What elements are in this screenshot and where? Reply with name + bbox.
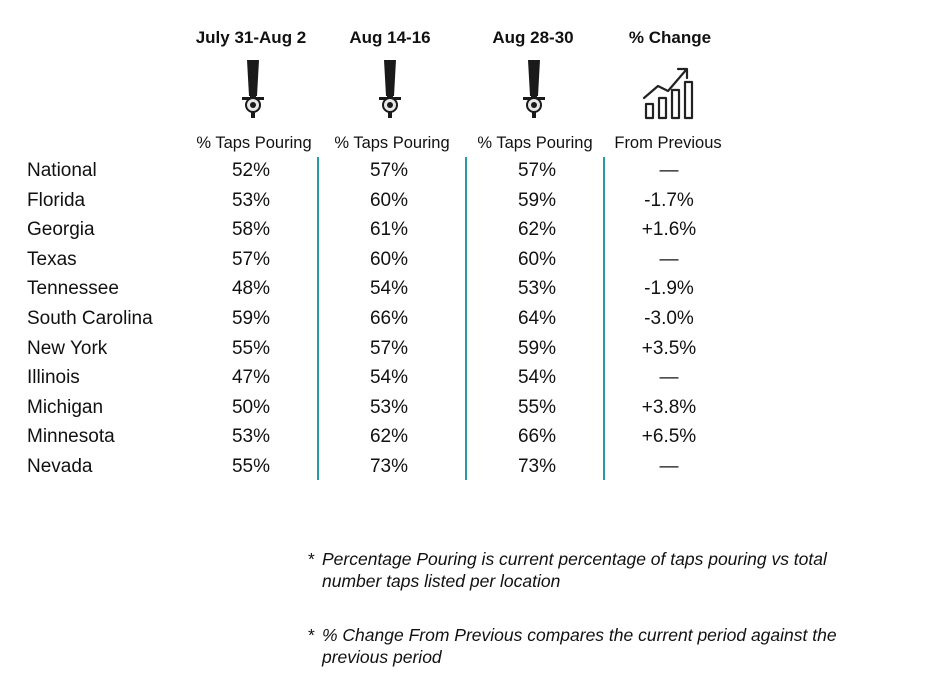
pouring-cell: 62% (369, 426, 409, 448)
pouring-cell: 54% (517, 367, 557, 389)
row-label: Georgia (27, 219, 95, 241)
footnote: * Percentage Pouring is current percenta… (308, 548, 882, 592)
change-cell: — (659, 248, 679, 270)
pouring-cell: 57% (369, 160, 409, 181)
pouring-cell: 57% (517, 160, 557, 181)
row-label: South Carolina (27, 308, 153, 329)
footnote-marker: * (308, 625, 315, 645)
row-label: National (27, 160, 97, 181)
change-cell: — (659, 367, 679, 389)
pouring-cell: 60% (517, 248, 557, 270)
beer-tap-icon (379, 60, 401, 118)
change-cell: +3.5% (641, 337, 697, 359)
pouring-cell: 47% (231, 367, 271, 389)
pouring-cell: 66% (369, 308, 409, 329)
row-label: Illinois (27, 367, 80, 389)
pouring-cell: 54% (369, 367, 409, 389)
pouring-cell: 50% (231, 396, 271, 418)
pouring-cell: 54% (369, 278, 409, 300)
row-label: Minnesota (27, 426, 115, 448)
column-divider (465, 157, 467, 480)
column-header-2: Aug 14-16 (349, 28, 431, 47)
pouring-cell: 73% (517, 456, 557, 477)
pouring-cell: 60% (369, 248, 409, 270)
pouring-cell: 55% (517, 396, 557, 418)
column-header-4: % Change (628, 28, 712, 47)
change-cell: -1.7% (644, 189, 694, 211)
pouring-cell: 48% (231, 278, 271, 300)
change-cell: +3.8% (641, 396, 697, 418)
pouring-cell: 66% (517, 426, 557, 448)
column-divider (317, 157, 319, 480)
pouring-cell: 61% (369, 219, 409, 241)
row-label: Michigan (27, 396, 104, 418)
column-subheader-3: % Taps Pouring (477, 134, 593, 152)
pouring-cell: 59% (517, 337, 557, 359)
pouring-cell: 55% (231, 337, 271, 359)
pouring-cell: 53% (231, 189, 271, 211)
change-cell: +6.5% (641, 426, 697, 448)
pouring-cell: 73% (369, 456, 409, 477)
pouring-cell: 59% (231, 308, 271, 329)
footnote-text: % Change From Previous compares the curr… (322, 625, 837, 667)
row-label: New York (27, 337, 108, 359)
growth-chart-icon (642, 67, 694, 120)
row-label: Nevada (27, 456, 93, 477)
beer-tap-icon (242, 60, 264, 118)
change-cell: +1.6% (641, 219, 697, 241)
pouring-cell: 52% (231, 160, 271, 181)
pouring-cell: 53% (369, 396, 409, 418)
footnote-marker: * (308, 549, 315, 569)
pouring-cell: 58% (231, 219, 271, 241)
column-header-1: July 31-Aug 2 (195, 28, 307, 47)
footnote-text: Percentage Pouring is current percentage… (322, 549, 827, 591)
pouring-cell: 60% (369, 189, 409, 211)
row-label: Tennessee (27, 278, 119, 300)
pouring-cell: 57% (231, 248, 271, 270)
pouring-cell: 62% (517, 219, 557, 241)
beer-tap-icon (523, 60, 545, 118)
change-cell: — (659, 160, 679, 181)
row-label: Texas (27, 248, 77, 270)
column-subheader-2: % Taps Pouring (334, 134, 450, 152)
change-cell: -1.9% (644, 278, 694, 300)
change-cell: — (659, 456, 679, 477)
pouring-cell: 53% (231, 426, 271, 448)
change-cell: -3.0% (644, 308, 694, 329)
pouring-cell: 64% (517, 308, 557, 329)
column-header-3: Aug 28-30 (492, 28, 574, 47)
pouring-cell: 53% (517, 278, 557, 300)
column-subheader-4: From Previous (614, 134, 722, 152)
footnote: * % Change From Previous compares the cu… (308, 624, 882, 668)
column-divider (603, 157, 605, 480)
row-label: Florida (27, 189, 86, 211)
pouring-cell: 59% (517, 189, 557, 211)
pouring-cell: 55% (231, 456, 271, 477)
column-subheader-1: % Taps Pouring (196, 134, 312, 152)
pouring-cell: 57% (369, 337, 409, 359)
